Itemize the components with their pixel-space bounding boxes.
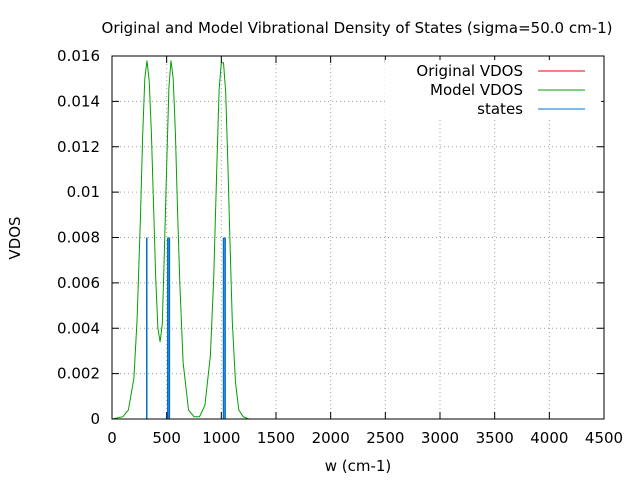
x-tick-label: 0 [107,429,117,447]
legend-background [385,60,601,118]
x-tick-label: 4000 [530,429,568,447]
model-vdos-line [111,60,583,420]
x-tick-label: 3000 [421,429,459,447]
legend-label-original-vdos: Original VDOS [416,62,523,80]
y-tick-label: 0.016 [57,47,100,65]
x-tick-label: 1000 [202,429,240,447]
y-tick-label: 0 [90,410,100,428]
y-axis-label: VDOS [6,216,24,259]
x-tick-label: 2500 [366,429,404,447]
y-axis-ticks: 0 0.002 0.004 0.006 0.008 0.01 0.012 0.014 0.016 [57,47,604,428]
legend-label-model-vdos: Model VDOS [430,81,523,99]
x-tick-label: 2000 [312,429,350,447]
y-tick-label: 0.01 [67,183,100,201]
y-tick-label: 0.008 [57,229,100,247]
y-tick-label: 0.014 [57,92,100,110]
y-tick-label: 0.002 [57,365,100,383]
x-tick-label: 1500 [257,429,295,447]
x-tick-label: 3500 [476,429,514,447]
x-axis-ticks: 0 500 1000 1500 2000 2500 3000 3500 4000 4500 [107,56,623,447]
series-layer [111,60,583,420]
y-tick-label: 0.004 [57,319,100,337]
chart-title: Original and Model Vibrational Density o… [102,19,613,37]
x-tick-label: 500 [152,429,181,447]
y-tick-label: 0.006 [57,274,100,292]
x-tick-label: 4500 [585,429,623,447]
y-tick-label: 0.012 [57,138,100,156]
x-axis-label: w (cm-1) [325,457,392,475]
legend-label-states: states [477,100,523,118]
